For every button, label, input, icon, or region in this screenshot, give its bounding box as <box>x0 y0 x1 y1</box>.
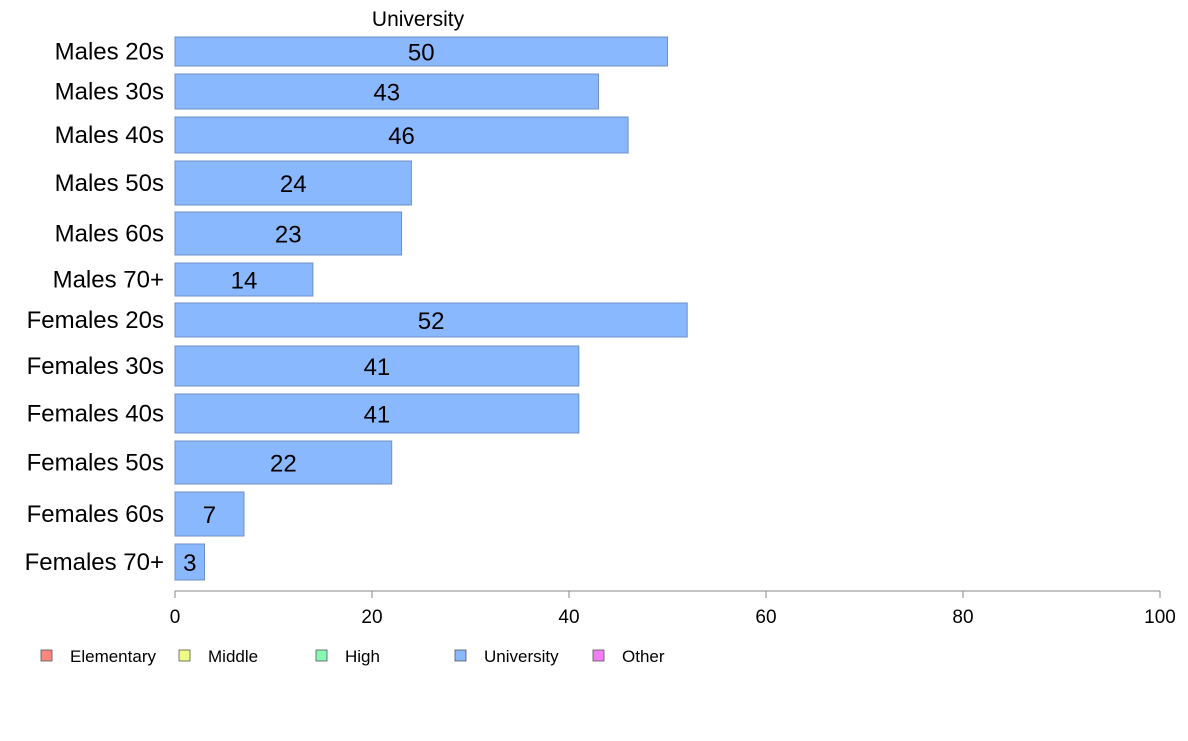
legend-label: Middle <box>208 647 258 666</box>
data-label: 50 <box>408 40 435 67</box>
category-label: Females 50s <box>27 450 164 477</box>
data-label: 41 <box>364 402 391 429</box>
legend-swatch <box>592 649 605 662</box>
bar <box>174 393 580 434</box>
bar-group-7: Females 30s 41 <box>27 345 580 387</box>
category-label: Males 50s <box>55 170 164 197</box>
bar <box>174 543 206 581</box>
legend-swatch <box>178 649 191 662</box>
data-label: 23 <box>275 222 302 249</box>
legend-item-middle: Middle <box>178 647 258 666</box>
bar-group-10: Females 60s 7 <box>27 491 245 537</box>
x-tick-label: 80 <box>952 607 973 628</box>
bar-group-5: Males 70+ 14 <box>53 262 314 297</box>
legend-label: Other <box>622 647 665 666</box>
category-label: Males 70+ <box>53 267 164 294</box>
legend-label: High <box>345 647 380 666</box>
bar-group-6: Females 20s 52 <box>27 302 688 338</box>
bar <box>174 345 580 387</box>
bar <box>174 160 412 206</box>
x-tick-label: 60 <box>755 607 776 628</box>
legend-swatch <box>40 649 53 662</box>
data-label: 3 <box>183 550 196 577</box>
category-label: Females 70+ <box>25 549 164 576</box>
x-tick-label: 40 <box>558 607 579 628</box>
data-label: 7 <box>203 502 216 529</box>
bar-group-11: Females 70+ 3 <box>25 543 206 581</box>
bar <box>174 116 629 154</box>
legend-swatch <box>315 649 328 662</box>
data-label: 14 <box>231 268 258 295</box>
category-label: Females 20s <box>27 307 164 334</box>
x-tick-label: 100 <box>1144 607 1176 628</box>
legend-swatch <box>454 649 467 662</box>
category-label: Males 20s <box>55 39 164 66</box>
bar <box>174 491 245 537</box>
x-tick-label: 20 <box>361 607 382 628</box>
bar-group-9: Females 50s 22 <box>27 440 393 485</box>
bar <box>174 36 668 67</box>
data-label: 24 <box>280 171 307 198</box>
bar-group-2: Males 40s 46 <box>55 116 629 154</box>
legend: Elementary Middle High University Other <box>40 647 665 666</box>
x-tick-label: 0 <box>170 607 181 628</box>
legend-item-elementary: Elementary <box>40 647 156 666</box>
bar-group-8: Females 40s 41 <box>27 393 580 434</box>
bars-layer: Males 20s 50 Males 30s 43 Males 40s 46 Males 5… <box>25 36 688 581</box>
data-label: 46 <box>388 123 415 150</box>
x-axis: 0 20 40 60 80 100 <box>170 590 1176 628</box>
legend-item-other: Other <box>592 647 665 666</box>
category-label: Males 60s <box>55 221 164 248</box>
bar <box>174 73 600 110</box>
bar-group-4: Males 60s 23 <box>55 211 403 256</box>
data-label: 41 <box>364 354 391 381</box>
data-label: 22 <box>270 451 297 478</box>
category-label: Males 30s <box>55 79 164 106</box>
data-label: 52 <box>418 308 445 335</box>
bar-group-1: Males 30s 43 <box>55 73 600 110</box>
chart-title: University <box>372 8 465 31</box>
legend-item-university: University <box>454 647 559 666</box>
legend-item-high: High <box>315 647 380 666</box>
legend-label: University <box>484 647 559 666</box>
bar <box>174 262 314 297</box>
data-label: 43 <box>373 80 400 107</box>
category-label: Females 40s <box>27 401 164 428</box>
bar-group-0: Males 20s 50 <box>55 36 668 67</box>
category-label: Females 60s <box>27 501 164 528</box>
category-label: Males 40s <box>55 122 164 149</box>
legend-label: Elementary <box>70 647 156 666</box>
bar <box>174 440 393 485</box>
category-label: Females 30s <box>27 353 164 380</box>
bar <box>174 302 688 338</box>
bar-group-3: Males 50s 24 <box>55 160 412 206</box>
bar <box>174 211 403 256</box>
